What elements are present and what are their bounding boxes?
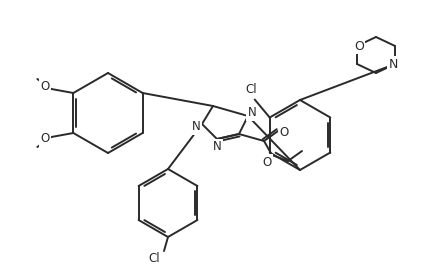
Text: O: O [279, 127, 288, 140]
Text: N: N [388, 57, 398, 70]
Text: N: N [213, 140, 222, 153]
Text: O: O [262, 156, 272, 169]
Text: N: N [192, 121, 201, 134]
Text: Cl: Cl [148, 253, 160, 266]
Text: O: O [354, 40, 364, 53]
Text: Cl: Cl [245, 83, 257, 96]
Text: N: N [248, 107, 257, 120]
Text: O: O [41, 133, 50, 146]
Text: O: O [41, 80, 50, 93]
